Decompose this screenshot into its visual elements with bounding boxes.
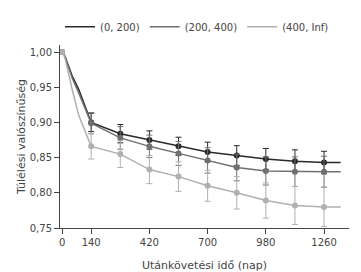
svg-text:0,80: 0,80 — [30, 187, 52, 198]
svg-text:1,00: 1,00 — [30, 47, 52, 58]
svg-text:1260: 1260 — [311, 237, 336, 248]
svg-text:980: 980 — [256, 237, 275, 248]
svg-text:0,95: 0,95 — [30, 82, 52, 93]
svg-text:0,85: 0,85 — [30, 152, 52, 163]
svg-text:(0, 200): (0, 200) — [100, 22, 140, 33]
svg-text:0,75: 0,75 — [30, 223, 52, 234]
svg-text:Utánkövetési idő (nap): Utánkövetési idő (nap) — [142, 259, 267, 272]
svg-text:0,90: 0,90 — [30, 117, 52, 128]
svg-text:140: 140 — [82, 237, 101, 248]
svg-text:(400, Inf): (400, Inf) — [282, 22, 328, 33]
svg-text:420: 420 — [140, 237, 159, 248]
svg-text:(200, 400): (200, 400) — [185, 22, 237, 33]
svg-text:Túlélési valószínűség: Túlélési valószínűség — [15, 79, 28, 195]
svg-text:0: 0 — [59, 237, 65, 248]
svg-text:700: 700 — [198, 237, 217, 248]
